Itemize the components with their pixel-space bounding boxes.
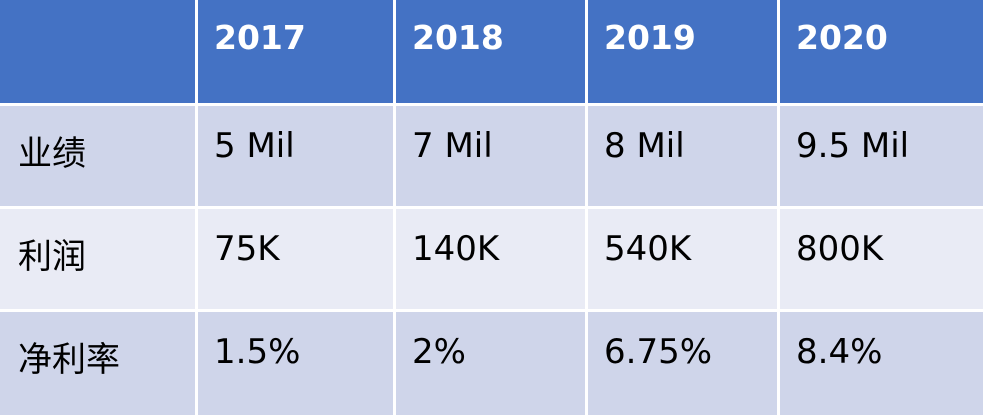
table-cell: 8.4% [780, 312, 983, 418]
table-cell: 5 Mil [198, 106, 396, 209]
table-cell: 8 Mil [588, 106, 780, 209]
column-header-2019: 2019 [588, 0, 780, 106]
column-header-2020: 2020 [780, 0, 983, 106]
column-header-2017: 2017 [198, 0, 396, 106]
table-cell: 75K [198, 209, 396, 312]
table-cell: 1.5% [198, 312, 396, 418]
table-cell: 7 Mil [396, 106, 588, 209]
table-cell: 6.75% [588, 312, 780, 418]
row-label-profit: 利润 [0, 209, 198, 312]
row-label-net-margin: 净利率 [0, 312, 198, 418]
header-corner-cell [0, 0, 198, 106]
table-cell: 540K [588, 209, 780, 312]
table-cell: 800K [780, 209, 983, 312]
table-cell: 9.5 Mil [780, 106, 983, 209]
column-header-2018: 2018 [396, 0, 588, 106]
row-label-performance: 业绩 [0, 106, 198, 209]
table-cell: 2% [396, 312, 588, 418]
table-cell: 140K [396, 209, 588, 312]
